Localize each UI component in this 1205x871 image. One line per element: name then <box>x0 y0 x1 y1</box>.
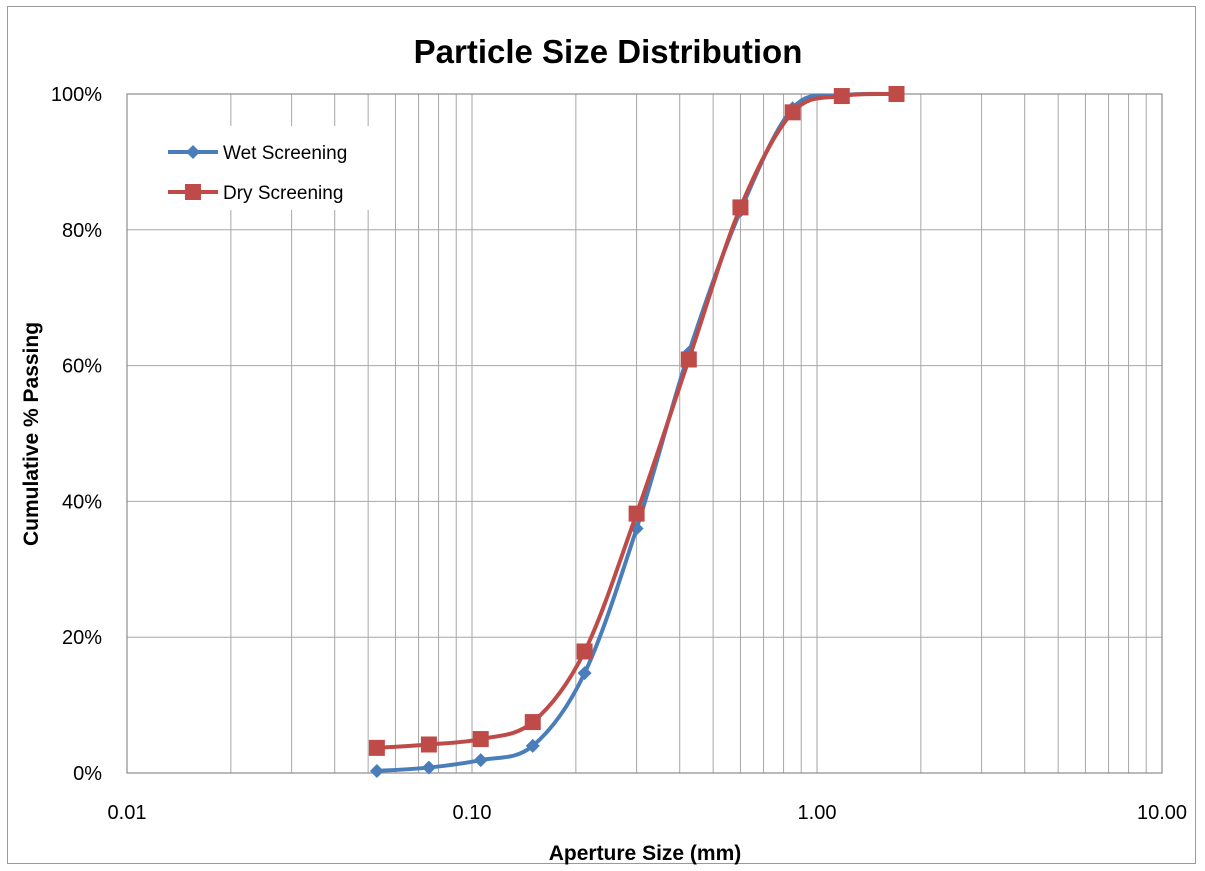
x-tick-label: 10.00 <box>1137 802 1187 824</box>
chart-title: Particle Size Distribution <box>414 33 803 70</box>
legend-item: Dry Screening <box>168 183 343 204</box>
x-tick-label: 0.10 <box>453 802 492 824</box>
legend-label: Wet Screening <box>223 143 347 164</box>
plot-area <box>126 93 1163 774</box>
data-point <box>732 199 749 216</box>
y-axis-title: Cumulative % Passing <box>20 322 43 546</box>
series-layer <box>368 86 905 778</box>
x-tick-label: 0.01 <box>108 802 147 824</box>
legend: Wet Screening Dry Screening <box>153 126 370 210</box>
data-point <box>368 739 385 756</box>
y-tick-label: 80% <box>62 220 102 242</box>
y-tick-label: 40% <box>62 491 102 513</box>
data-point <box>833 88 850 105</box>
tick-labels: 0.01 0.10 1.00 10.00 0% 20% 40% 60% 80% 100% <box>51 84 1187 824</box>
data-point <box>680 351 697 368</box>
series-dry-screening <box>368 86 905 756</box>
data-point <box>472 731 489 748</box>
data-point <box>628 505 645 522</box>
data-point <box>784 104 801 121</box>
y-tick-label: 60% <box>62 356 102 378</box>
y-tick-label: 20% <box>62 627 102 649</box>
legend-marker <box>186 145 200 159</box>
data-point <box>577 666 592 681</box>
x-axis-title: Aperture Size (mm) <box>549 842 742 865</box>
data-point <box>369 763 384 778</box>
y-tick-label: 0% <box>73 763 102 785</box>
data-point <box>576 643 593 660</box>
legend-marker <box>185 184 201 200</box>
data-point <box>524 714 541 731</box>
data-point <box>473 753 488 768</box>
data-point <box>888 86 905 102</box>
y-tick-label: 100% <box>51 84 102 106</box>
x-tick-label: 1.00 <box>798 802 837 824</box>
data-point <box>420 736 437 753</box>
data-point <box>421 760 436 775</box>
legend-label: Dry Screening <box>223 183 343 204</box>
data-point <box>525 738 540 753</box>
legend-item: Wet Screening <box>168 143 347 164</box>
